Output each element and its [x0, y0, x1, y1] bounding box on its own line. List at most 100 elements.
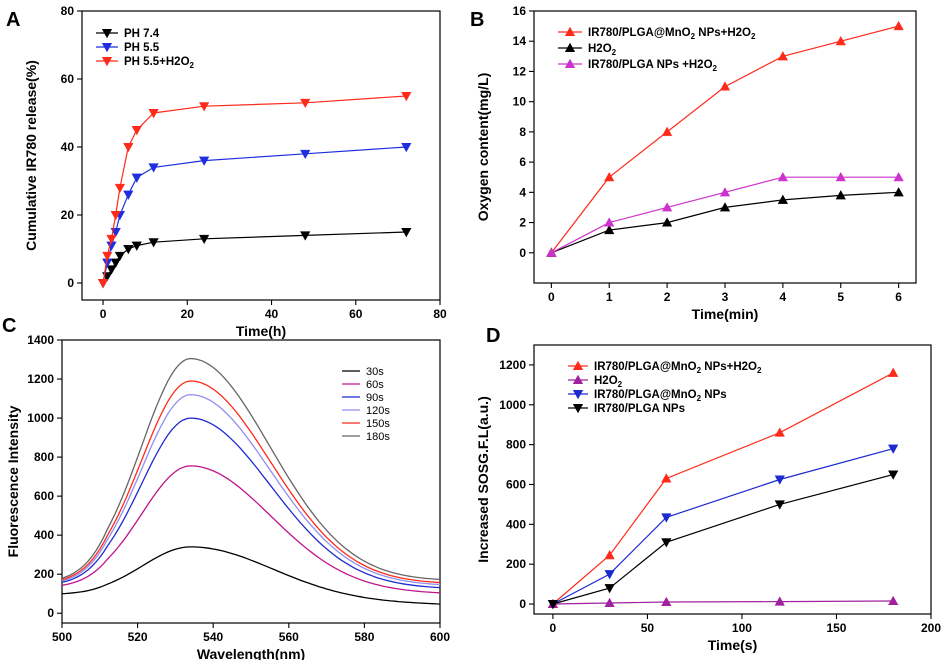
data-point [777, 172, 788, 182]
series-1 [97, 228, 412, 289]
data-point [300, 98, 311, 109]
data-point [102, 251, 113, 262]
legend-marker [572, 390, 584, 400]
y-tick-label: 8 [519, 125, 526, 139]
data-point [110, 258, 121, 268]
y-tick-label: 10 [513, 95, 527, 109]
data-point [604, 584, 615, 594]
data-point [199, 156, 210, 166]
legend-marker [101, 43, 113, 53]
series-5 [61, 380, 441, 584]
data-point [719, 187, 731, 197]
y-tick-label: 0 [67, 276, 74, 290]
y-tick-label: 600 [34, 489, 54, 503]
series-line [61, 357, 441, 581]
y-tick-label: 0 [519, 597, 526, 611]
legend-label: PH 7.4 [124, 28, 160, 40]
legend-label: IR780/PLGA@MnO2​ NPs [594, 389, 727, 403]
data-point [662, 217, 673, 227]
data-point [888, 595, 899, 606]
legend-marker [101, 29, 113, 39]
y-axis-label: Fluorescence Intensity [5, 405, 21, 557]
x-tick-label: 5 [837, 290, 844, 304]
data-point [777, 194, 788, 204]
series-1 [61, 546, 441, 605]
y-tick-label: 600 [506, 477, 526, 491]
x-tick-label: 500 [52, 630, 72, 644]
data-point [893, 172, 904, 182]
x-tick-label: 600 [430, 630, 450, 644]
panel-a: A 0 20 40 60 80 0 20 40 60 80 Time(h) Cumulative IR7… [6, 4, 447, 339]
data-point [774, 596, 785, 606]
series-line [552, 448, 894, 605]
y-tick-label: 1400 [27, 333, 54, 347]
data-point [604, 570, 615, 580]
x-tick-label: 1 [606, 290, 613, 304]
legend-label: H2O2​ [588, 43, 617, 57]
data-point [199, 102, 210, 112]
panel-c: C 500 520 540 560 580 600 0 200 400 600 800 1000 1200… [2, 315, 450, 660]
data-point [661, 473, 672, 483]
data-point [893, 187, 904, 197]
y-axis-label: Oxygen content(mg/L) [475, 73, 491, 222]
x-tick-label: 20 [181, 307, 195, 321]
series-line [61, 465, 441, 594]
series-2 [546, 187, 904, 257]
y-tick-label: 800 [34, 450, 54, 464]
x-axis-label: Time(s) [708, 637, 758, 653]
series-line [552, 473, 894, 605]
y-tick-label: 16 [513, 4, 527, 18]
series-6 [61, 357, 441, 581]
x-tick-label: 0 [548, 290, 555, 304]
series-2 [97, 143, 412, 289]
data-point [661, 538, 672, 548]
data-point [148, 109, 159, 119]
legend-label: H2O2​ [594, 375, 623, 389]
data-point [835, 36, 846, 46]
x-tick-label: 0 [550, 621, 557, 635]
legend-marker [564, 42, 576, 52]
x-tick-label: 40 [265, 307, 279, 321]
series-4 [547, 470, 899, 610]
panel-d: D 0 50 100 150 200 0 200 400 600 800 1000 1200 Time(s… [475, 325, 941, 653]
data-point [401, 92, 412, 102]
x-tick-label: 200 [921, 621, 941, 635]
legend: IR780/PLGA@MnO2​ NPs+H2O2​ H2O2​ IR780/PLG… [558, 26, 756, 73]
series-1 [546, 20, 904, 257]
legend-label: 120s [366, 405, 390, 417]
plot-frame [81, 10, 441, 301]
series-line [552, 600, 894, 605]
data-point [106, 234, 117, 245]
data-point [835, 190, 846, 200]
x-axis-label: Time(min) [692, 306, 759, 322]
series-line [61, 546, 441, 605]
legend-marker [572, 404, 584, 414]
data-point [114, 251, 126, 262]
y-tick-label: 0 [519, 246, 526, 260]
panel-label: D [486, 325, 500, 347]
legend-label: IR780/PLGA NPs [594, 403, 685, 415]
data-point [661, 596, 672, 607]
series-line [61, 380, 441, 584]
legend-label: PH 5.5 [124, 42, 160, 54]
x-axis-label: Time(h) [236, 323, 286, 339]
legend-marker [572, 374, 584, 384]
y-tick-label: 0 [47, 606, 54, 620]
y-tick-label: 80 [61, 4, 75, 18]
data-point [131, 126, 142, 136]
data-point [604, 550, 615, 560]
series-line [61, 393, 441, 586]
data-point [199, 234, 210, 245]
x-tick-label: 520 [128, 630, 148, 644]
data-point [888, 444, 899, 454]
series-4 [61, 393, 441, 586]
data-point [888, 470, 899, 480]
x-tick-label: 3 [722, 290, 729, 304]
data-point [774, 475, 785, 485]
data-point [114, 183, 126, 194]
data-point [97, 279, 109, 289]
data-point [662, 126, 673, 136]
x-tick-label: 150 [826, 621, 846, 635]
